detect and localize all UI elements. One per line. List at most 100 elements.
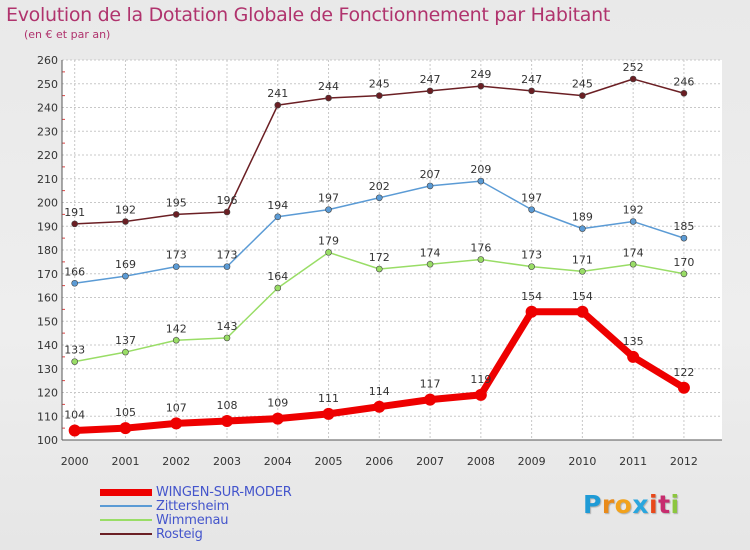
data-label: 252 [623,61,644,74]
data-point [223,263,231,270]
data-point [223,208,231,216]
data-point [172,211,180,218]
data-label: 173 [166,249,187,262]
data-label: 202 [369,180,390,193]
data-label: 135 [623,335,644,348]
data-point [680,234,688,242]
data-label: 196 [217,194,238,207]
y-tick-label: 140 [37,339,58,352]
data-point [71,358,78,365]
legend-entry: Rosteig [100,526,292,542]
data-label: 108 [217,399,238,412]
y-tick-label: 120 [37,387,58,400]
logo-letter: P [583,490,602,519]
legend-label: Wimmenau [156,512,229,528]
legend-label: WINGEN-SUR-MODER [156,484,292,500]
data-point [525,305,538,318]
proxiti-logo: Proxiti [583,490,680,519]
data-label: 154 [521,290,542,303]
data-point [629,260,637,268]
legend-entry: Zittersheim [100,498,292,514]
data-label: 107 [166,401,187,414]
data-label: 241 [267,87,288,100]
data-point [426,260,434,268]
data-point [274,213,282,221]
data-label: 173 [217,249,238,262]
data-label: 164 [267,270,288,283]
data-label: 191 [64,206,85,219]
y-tick-label: 220 [37,149,58,162]
x-tick-label: 2006 [365,455,393,468]
data-point [376,194,383,202]
data-label: 173 [521,249,542,262]
data-label: 143 [217,320,238,333]
x-tick-label: 2003 [213,455,241,468]
legend-entry: WINGEN-SUR-MODER [100,484,292,500]
data-point [223,334,231,342]
data-point [680,89,688,97]
data-point [221,415,233,427]
y-tick-label: 170 [37,268,58,281]
data-point [122,218,129,225]
data-point [474,388,487,401]
data-point [477,177,485,185]
data-point [325,249,332,256]
data-point [528,87,535,95]
logo-letter: r [601,490,615,519]
data-label: 166 [64,265,85,278]
data-point [322,407,335,420]
data-label: 111 [318,392,339,405]
data-label: 137 [115,334,136,347]
data-label: 244 [318,80,339,93]
data-point [376,92,383,99]
data-point [119,422,132,435]
data-label: 105 [115,406,136,419]
data-label: 171 [572,253,593,266]
data-point [528,206,535,213]
y-tick-label: 190 [37,220,58,233]
data-point [627,350,640,363]
x-tick-label: 2005 [315,455,343,468]
data-label: 119 [470,373,491,386]
chart-subtitle: (en € et par an) [24,28,111,41]
data-point [170,417,183,430]
data-point [122,272,129,280]
legend-label: Rosteig [156,526,203,542]
data-label: 194 [267,199,288,212]
data-point [426,182,434,190]
x-tick-label: 2000 [61,455,89,468]
data-label: 207 [420,168,441,181]
data-point [579,225,586,232]
data-point [629,75,637,83]
legend-label: Zittersheim [156,498,230,514]
x-tick-label: 2004 [264,455,292,468]
data-label: 249 [470,68,491,81]
data-point [424,393,437,406]
logo-letter: o [614,490,633,519]
logo-letter: t [658,490,671,519]
data-label: 197 [318,192,339,205]
data-label: 245 [572,78,593,91]
x-tick-label: 2012 [670,455,698,468]
x-tick-label: 2007 [416,455,444,468]
data-point [172,336,180,344]
data-label: 245 [369,78,390,91]
data-point [629,218,637,225]
data-label: 247 [521,73,542,86]
y-tick-label: 240 [37,102,58,115]
data-label: 197 [521,192,542,205]
chart-title: Evolution de la Dotation Globale de Fonc… [6,4,611,26]
data-label: 195 [166,196,187,209]
data-point [271,412,284,425]
legend-entry: Wimmenau [100,512,292,528]
data-label: 122 [673,366,694,379]
data-label: 185 [673,220,694,233]
data-label: 114 [369,385,390,398]
data-label: 117 [420,378,441,391]
data-label: 154 [572,290,593,303]
data-point [579,268,586,275]
y-tick-label: 260 [37,54,58,67]
y-tick-label: 160 [37,292,58,305]
